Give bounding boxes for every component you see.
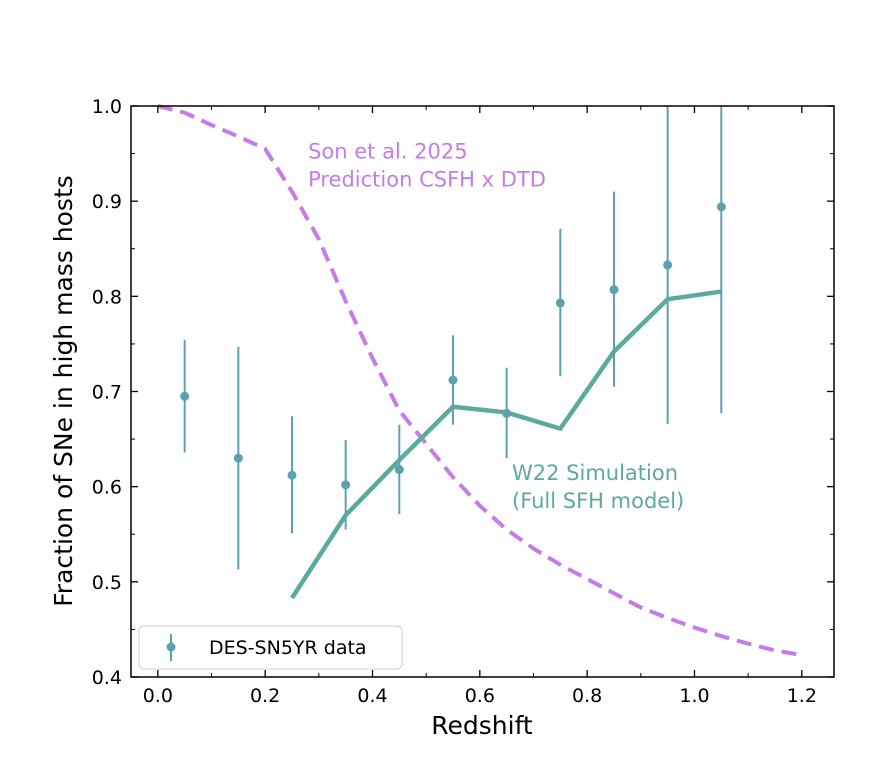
data-point (609, 285, 619, 295)
x-tick-label: 0.4 (357, 685, 387, 707)
series-layer (157, 104, 803, 658)
y-tick-label: 0.7 (92, 382, 122, 404)
son-2025-annotation: Prediction CSFH x DTD (308, 167, 546, 191)
data-point (555, 298, 565, 308)
y-tick-label: 0.8 (92, 286, 122, 308)
data-point (394, 465, 404, 475)
data-point (341, 480, 351, 490)
annotation-layer: Son et al. 2025 Prediction CSFH x DTD W22 … (308, 139, 684, 513)
legend: DES-SN5YR data (138, 625, 403, 670)
data-point (180, 391, 190, 401)
data-point (663, 260, 673, 270)
tick-layer: 0.0 0.2 0.4 0.6 0.8 1.0 1.2 0.4 0.5 0.6 0.7 0.8 0.9 1… (92, 96, 834, 707)
data-point (716, 202, 726, 212)
x-tick-label: 0.2 (250, 685, 280, 707)
x-tick-label: 1.2 (787, 685, 817, 707)
data-point (287, 470, 297, 480)
x-tick-label: 1.0 (679, 685, 709, 707)
y-tick-label: 1.0 (92, 96, 122, 118)
data-point (233, 453, 243, 463)
legend-marker (166, 642, 176, 652)
data-point (448, 375, 458, 385)
w22-annotation: W22 Simulation (512, 461, 678, 485)
y-tick-label: 0.4 (92, 667, 122, 689)
son-2025-prediction-line (157, 104, 803, 658)
x-tick-label: 0.8 (572, 685, 602, 707)
y-tick-label: 0.9 (92, 191, 122, 213)
x-axis-label: Redshift (431, 711, 533, 740)
son-2025-annotation: Son et al. 2025 (308, 139, 468, 163)
legend-label: DES-SN5YR data (209, 637, 367, 659)
legend-box (138, 625, 403, 670)
w22-annotation: (Full SFH model) (512, 489, 684, 513)
y-tick-label: 0.5 (92, 572, 122, 594)
plot-background (131, 106, 834, 677)
x-tick-label: 0.6 (465, 685, 495, 707)
y-tick-label: 0.6 (92, 477, 122, 499)
data-point (502, 408, 512, 418)
x-tick-label: 0.0 (143, 685, 173, 707)
y-axis-label: Fraction of SNe in high mass hosts (49, 175, 78, 607)
